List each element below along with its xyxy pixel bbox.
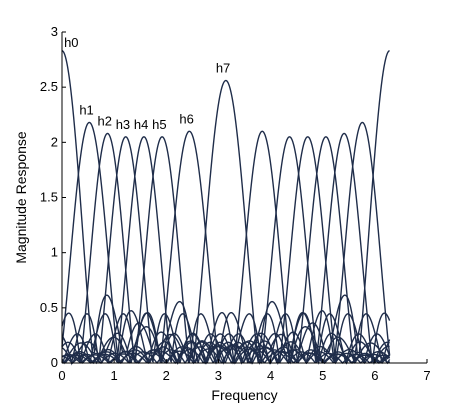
curve-label-h3: h3 bbox=[116, 117, 130, 132]
x-tick-label: 4 bbox=[267, 368, 274, 383]
y-tick-label: 0.5 bbox=[40, 300, 58, 315]
y-axis-title: Magnitude Response bbox=[13, 131, 29, 264]
curve-label-h6: h6 bbox=[179, 111, 193, 126]
x-tick-label: 1 bbox=[111, 368, 118, 383]
y-tick-label: 0 bbox=[51, 355, 58, 370]
y-tick-label: 3 bbox=[51, 24, 58, 39]
curve-label-h2: h2 bbox=[98, 114, 112, 129]
y-ticks: 0 0.5 1 1.5 2 2.5 3 bbox=[40, 24, 66, 370]
plot-curves bbox=[61, 50, 391, 366]
y-tick-label: 2.5 bbox=[40, 79, 58, 94]
y-tick-label: 2 bbox=[51, 134, 58, 149]
x-tick-label: 3 bbox=[215, 368, 222, 383]
x-tick-label: 7 bbox=[423, 368, 430, 383]
curve-label-h4: h4 bbox=[134, 117, 148, 132]
x-tick-label: 2 bbox=[163, 368, 170, 383]
x-axis-title: Frequency bbox=[211, 387, 277, 403]
series-line-mirror-2 bbox=[61, 136, 390, 365]
series-line-mirror-6 bbox=[61, 121, 391, 366]
curve-label-h5: h5 bbox=[152, 117, 166, 132]
x-tick-label: 0 bbox=[58, 368, 65, 383]
curve-label-h0: h0 bbox=[64, 35, 78, 50]
curve-label-h1: h1 bbox=[79, 102, 93, 117]
curve-label-h7: h7 bbox=[216, 61, 230, 76]
x-tick-label: 6 bbox=[371, 368, 378, 383]
series-line-h7 bbox=[61, 79, 391, 365]
series-line-h6 bbox=[61, 130, 391, 365]
series-line-mirror-5 bbox=[61, 132, 391, 365]
x-tick-label: 5 bbox=[319, 368, 326, 383]
x-ticks: 0 1 2 3 4 5 6 7 bbox=[58, 359, 431, 383]
y-tick-label: 1 bbox=[51, 245, 58, 260]
y-tick-label: 1.5 bbox=[40, 190, 58, 205]
curve-labels: h0 h1 h2 h3 h4 h5 h6 h7 bbox=[64, 35, 230, 132]
